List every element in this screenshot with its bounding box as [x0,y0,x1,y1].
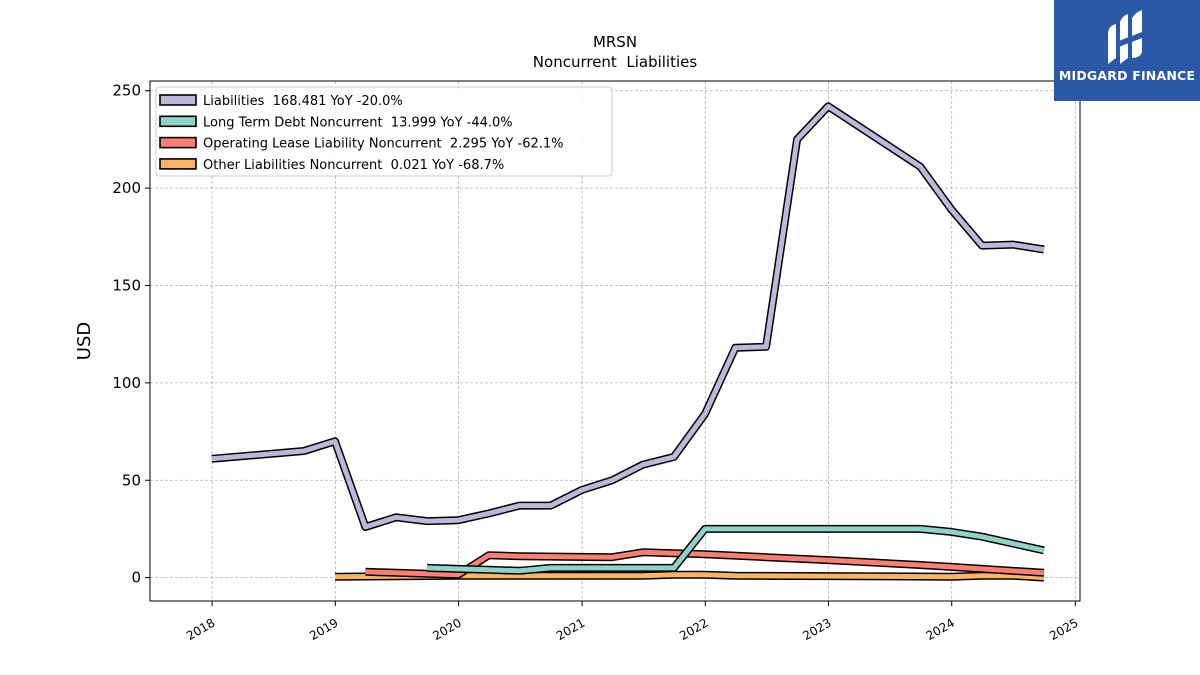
logo-mark-icon [1108,10,1142,64]
y-tick-label: 250 [112,82,141,100]
series-2 [365,548,1045,579]
x-tick-label: 2022 [677,616,710,643]
series-3 [334,570,1045,582]
x-tick-label: 2018 [184,616,217,643]
x-axis: 2018 2019 2020 2021 2022 2023 2024 2025 [184,601,1081,643]
series-layer [211,102,1045,582]
chart-subtitle: Noncurrent Liabilities [533,53,698,71]
x-tick-label: 2025 [1047,616,1080,643]
x-tick-label: 2021 [554,616,587,643]
legend-entry: Operating Lease Liability Noncurrent 2.2… [203,137,564,152]
legend: Liabilities 168.481 YoY -20.0% Long Term … [155,86,613,177]
x-tick-label: 2020 [430,616,463,643]
y-tick-label: 100 [112,374,141,392]
midgard-finance-logo: MIDGARD FINANCE [1054,0,1200,101]
chart-title: MRSN [593,33,637,51]
y-tick-label: 200 [112,179,141,197]
logo-text: MIDGARD FINANCE [1058,68,1196,83]
series-line [211,103,1045,530]
series-line [365,549,1045,578]
series-line [427,526,1045,574]
y-tick-label: 150 [112,276,141,294]
x-tick-label: 2024 [924,616,957,643]
legend-entry: Long Term Debt Noncurrent 13.999 YoY -44… [203,115,513,130]
legend-swatch [159,94,197,106]
series-1 [426,524,1045,575]
y-tick-label: 50 [122,471,141,489]
legend-box [155,86,613,177]
legend-swatch [159,136,197,149]
plot-frame [149,80,1081,602]
x-tick-label: 2023 [800,616,833,643]
x-tick-label: 2019 [307,616,340,643]
legend-swatch [159,115,197,128]
y-tick-label: 0 [131,569,141,587]
legend-entry: Other Liabilities Noncurrent 0.021 YoY -… [203,158,504,173]
y-axis-label: USD [74,322,95,360]
series-line [334,572,1045,581]
legend-swatch [159,158,197,170]
legend-entry: Liabilities 168.481 YoY -20.0% [203,94,403,109]
y-axis: 0 50 100 150 200 250 [112,82,150,587]
series-0 [211,102,1045,531]
